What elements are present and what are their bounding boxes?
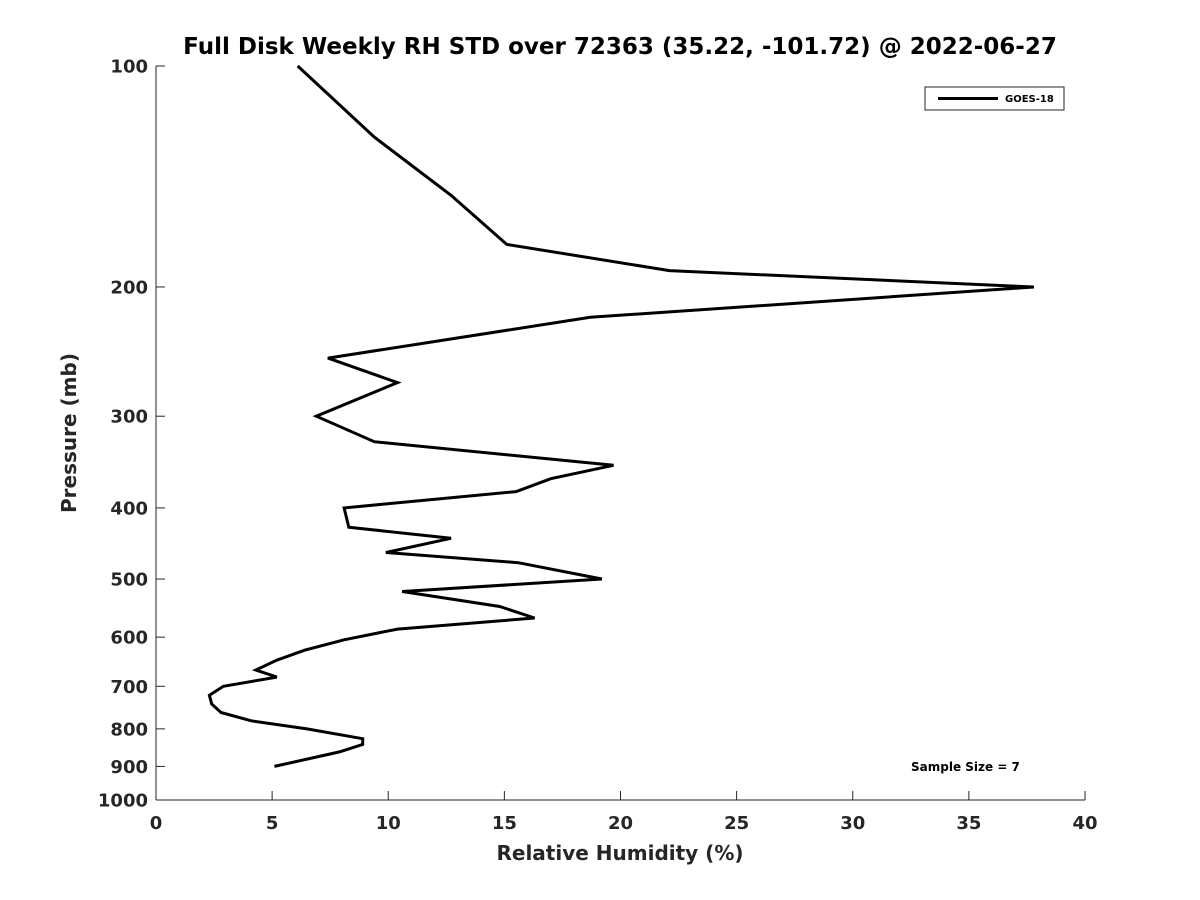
y-tick-label: 800: [110, 719, 148, 740]
y-tick-label: 600: [110, 628, 148, 649]
plot-area: [155, 66, 1085, 801]
y-axis-label: Pressure (mb): [57, 353, 81, 513]
x-tick-label: 20: [608, 813, 633, 834]
x-tick-label: 40: [1072, 813, 1097, 834]
x-tick-label: 0: [150, 813, 163, 834]
series-layer: [207, 64, 1035, 768]
series-line-goes-18: [207, 64, 1035, 768]
x-tick-label: 5: [266, 813, 279, 834]
y-tick-label: 700: [110, 677, 148, 698]
chart-title: Full Disk Weekly RH STD over 72363 (35.2…: [183, 34, 1057, 60]
sample-size-annotation: Sample Size = 7: [911, 760, 1020, 774]
legend: GOES-18: [924, 86, 1065, 111]
y-tick-label: 200: [110, 277, 148, 298]
y-tick-label: 400: [110, 498, 148, 519]
x-axis: 0 5 10 15 20 25 30 35 40: [150, 791, 1098, 834]
x-tick-label: 35: [956, 813, 981, 834]
x-axis-label: Relative Humidity (%): [496, 841, 743, 865]
x-tick-label: 15: [492, 813, 517, 834]
y-tick-label: 100: [110, 57, 148, 78]
legend-label: GOES-18: [1005, 94, 1054, 105]
y-tick-label: 500: [110, 570, 148, 591]
y-tick-label: 900: [110, 757, 148, 778]
y-tick-label: 1000: [98, 791, 148, 812]
y-axis: 100 200 300 400 500 600 700 800 900 1000: [98, 57, 165, 812]
x-tick-label: 30: [840, 813, 865, 834]
y-tick-label: 300: [110, 407, 148, 428]
x-tick-label: 10: [376, 813, 401, 834]
x-tick-label: 25: [724, 813, 749, 834]
